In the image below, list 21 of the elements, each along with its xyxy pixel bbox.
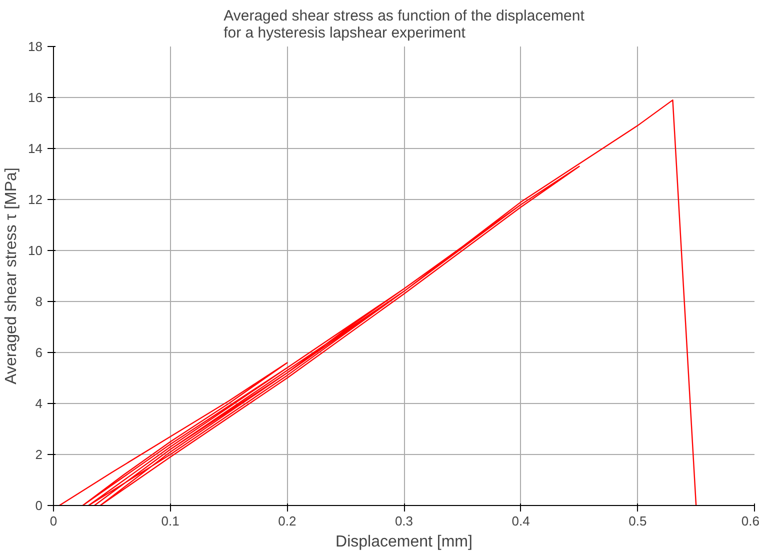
y-tick-label: 18	[28, 39, 43, 54]
y-tick-label: 12	[28, 192, 43, 207]
y-tick-label: 8	[35, 294, 43, 309]
x-axis-title: Displacement [mm]	[336, 534, 472, 550]
y-tick-label: 0	[35, 498, 43, 513]
x-tick-label: 0.6	[741, 514, 759, 528]
x-tick-label: 0.2	[278, 514, 296, 528]
y-tick-label: 4	[35, 396, 43, 411]
chart-title: Averaged shear stress as function of the displacement for a hysteresis lapshear experiment	[224, 8, 586, 42]
y-tick-label: 10	[28, 243, 43, 258]
y-tick-label: 2	[35, 447, 43, 462]
y-axis-title: Averaged shear stress τ [MPa]	[3, 168, 20, 384]
x-tick-label: 0.3	[394, 514, 414, 528]
x-tick-label: 0.1	[161, 514, 180, 528]
line-series	[58, 99, 697, 506]
y-tick-label: 16	[28, 90, 43, 105]
x-tick-label: 0.5	[628, 514, 647, 528]
y-tick-label: 14	[28, 141, 43, 156]
x-tick-label: 0	[50, 514, 58, 528]
x-tick-label: 0.4	[512, 514, 530, 528]
y-tick-label: 6	[35, 345, 43, 360]
